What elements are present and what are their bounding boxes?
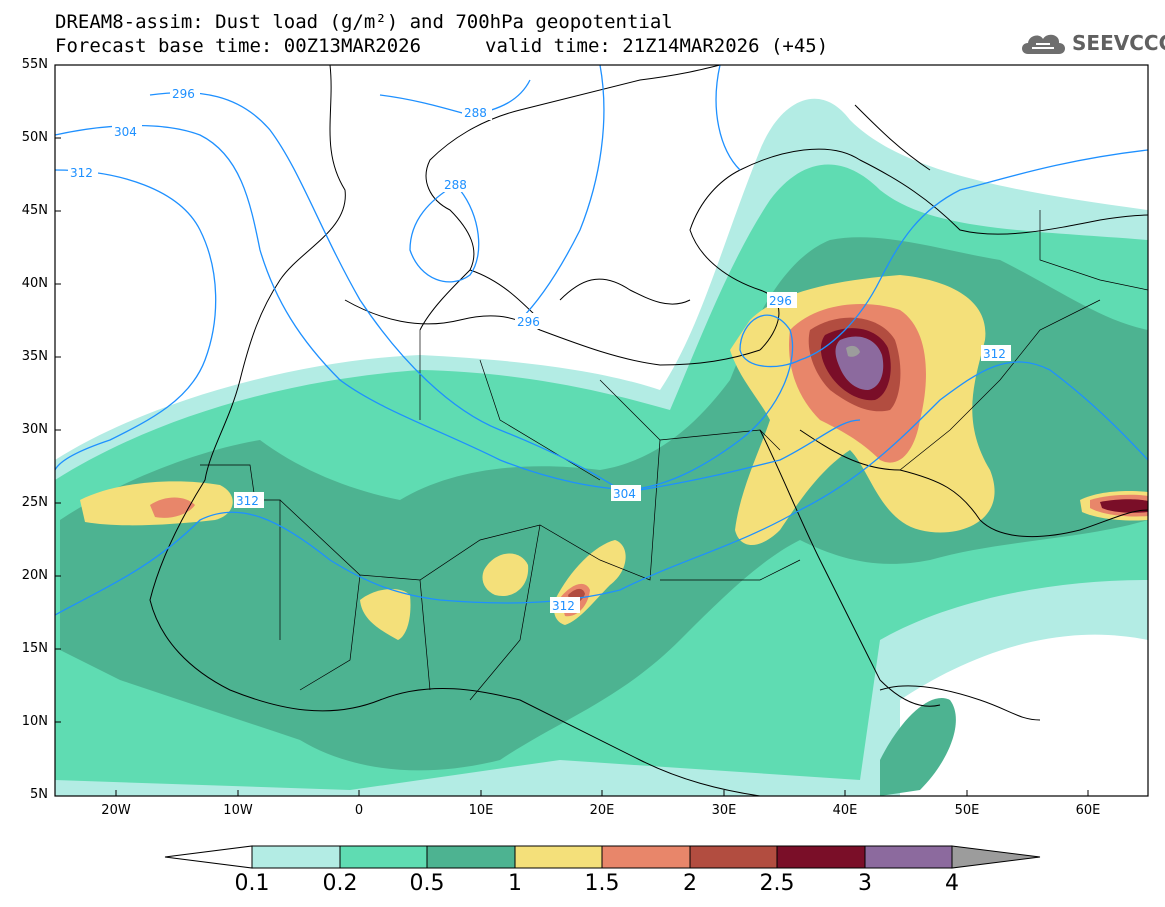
lon-label: 30E: [711, 803, 737, 818]
colorbar-label: 2: [683, 871, 697, 896]
colorbar-label: 0.2: [322, 871, 358, 896]
contour-label: 296: [172, 87, 195, 101]
base-time: Forecast base time: 00Z13MAR2026: [55, 35, 422, 57]
contour-label: 288: [444, 178, 467, 192]
lon-label: 20W: [101, 803, 131, 818]
chart-subtitle: Forecast base time: 00Z13MAR2026 valid ti…: [55, 35, 828, 57]
lat-label: 5N: [30, 787, 48, 802]
colorbar-seg-3: [426, 845, 516, 869]
lat-label: 50N: [21, 130, 48, 145]
borders: [200, 210, 1148, 701]
logo-text: SEEVCCC: [1072, 31, 1165, 55]
cloud-logo-icon: [1022, 34, 1065, 54]
contour-label: 312: [983, 347, 1006, 361]
colorbar-seg-8: [864, 845, 953, 869]
colorbar-label: 2.5: [759, 871, 795, 896]
lat-label: 35N: [21, 349, 48, 364]
lat-label: 25N: [21, 495, 48, 510]
lat-label: 15N: [21, 641, 48, 656]
colorbar-seg-2: [339, 845, 428, 869]
colorbar-seg-1: [251, 845, 341, 869]
colorbar-seg-9: [951, 845, 1041, 869]
colorbar-seg-6: [689, 845, 778, 869]
lat-label: 45N: [21, 203, 48, 218]
contour-label: 312: [70, 166, 93, 180]
lat-label: 10N: [21, 714, 48, 729]
lon-label: 60E: [1075, 803, 1101, 818]
coastlines: [149, 65, 1148, 796]
lat-label: 40N: [21, 276, 48, 291]
colorbar-seg-0: [164, 845, 253, 869]
contour-label: 312: [236, 494, 259, 508]
lon-label: 0: [354, 803, 364, 818]
lon-label: 20E: [589, 803, 615, 818]
contour-labels: 296 304 312 288 288 296 296 312 312 304 …: [68, 85, 1011, 613]
contour-label: 296: [769, 294, 792, 308]
lat-label: 55N: [21, 57, 48, 72]
colorbar-label: 0.1: [234, 871, 270, 896]
chart-title: DREAM8-assim: Dust load (g/m²) and 700hP…: [55, 11, 673, 33]
colorbar-label: 3: [858, 871, 872, 896]
colorbar-label: 1: [508, 871, 522, 896]
colorbar: [164, 845, 1041, 869]
colorbar-label: 0.5: [409, 871, 445, 896]
lat-label: 30N: [21, 422, 48, 437]
lon-label: 10W: [223, 803, 253, 818]
colorbar-seg-5: [601, 845, 691, 869]
lon-label: 40E: [832, 803, 858, 818]
colorbar-seg-4: [514, 845, 603, 869]
colorbar-label: 4: [945, 871, 959, 896]
contour-label: 304: [114, 125, 137, 139]
contour-label: 304: [613, 487, 636, 501]
lat-label: 20N: [21, 568, 48, 583]
lon-label: 10E: [468, 803, 494, 818]
colorbar-label: 1.5: [584, 871, 620, 896]
contour-label: 312: [552, 599, 575, 613]
axis-ticks: [55, 137, 1089, 796]
lon-label: 50E: [954, 803, 980, 818]
valid-time: valid time: 21Z14MAR2026 (+45): [485, 35, 829, 57]
seevccc-logo: SEEVCCC: [1018, 26, 1165, 60]
colorbar-seg-7: [776, 845, 866, 869]
contour-label: 296: [517, 315, 540, 329]
contour-label: 288: [464, 106, 487, 120]
dust-field: [55, 98, 1148, 796]
